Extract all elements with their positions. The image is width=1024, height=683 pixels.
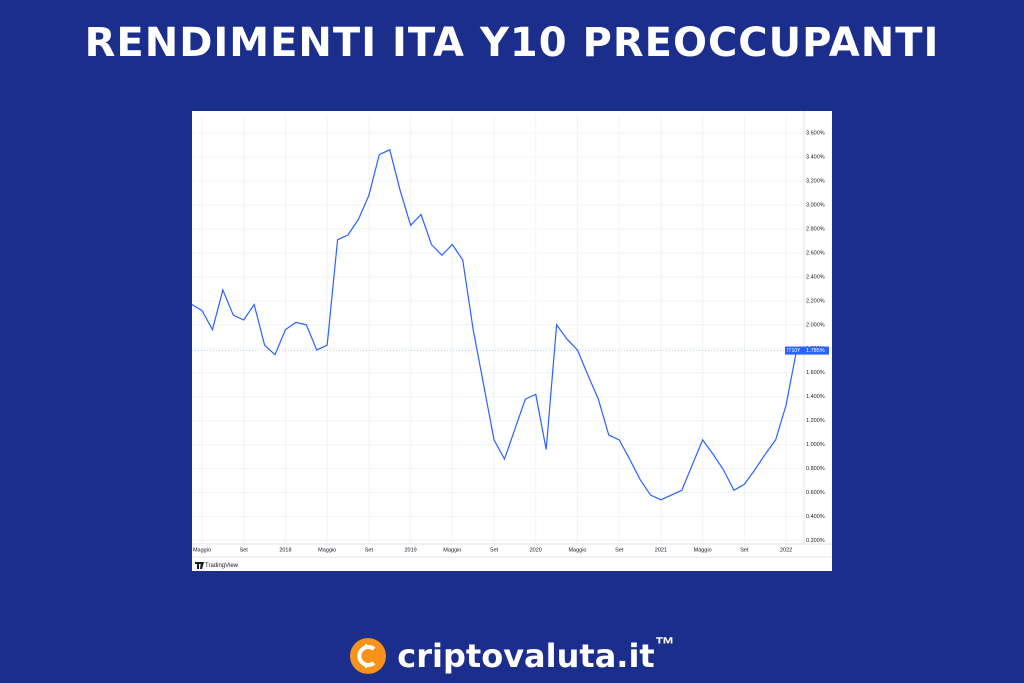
chart: 0.200% 0.400% 0.600% 0.800% 1.000% 1.200% 1.40… — [191, 111, 832, 569]
trademark: ™ — [654, 634, 675, 656]
y-tick-label: 1.400% — [806, 394, 825, 400]
y-tick-label: 2.000% — [806, 322, 825, 328]
x-tick-label: 2022 — [780, 547, 792, 553]
x-tick-label: Set — [240, 547, 249, 553]
y-tick-label: 0.600% — [806, 490, 825, 496]
x-tick-label: 2019 — [404, 547, 416, 553]
y-tick-label: 1.600% — [806, 370, 825, 376]
source: TradingView — [205, 563, 239, 569]
x-tick-label: Set — [490, 547, 499, 553]
y-tick-label: 2.200% — [806, 298, 825, 304]
data-line — [191, 148, 798, 501]
y-tick-label: 1.000% — [806, 442, 825, 448]
y-tick-label: 1.200% — [806, 418, 825, 424]
y-tick-label: 3.400% — [806, 154, 825, 160]
source-logo — [195, 562, 204, 569]
price-badge — [785, 346, 829, 355]
x-tick-label: Maggio — [443, 547, 461, 553]
y-tick-label: 0.200% — [806, 538, 825, 544]
y-tick-label: 2.600% — [806, 250, 825, 256]
x-tick-label: 2021 — [655, 547, 667, 553]
brand-name: criptovaluta.it — [397, 637, 655, 675]
x-tick-label: Set — [365, 547, 374, 553]
x-tick-label: Maggio — [694, 547, 712, 553]
page-title: RENDIMENTI ITA Y10 PREOCCUPANTI — [84, 20, 940, 66]
brand-logo — [350, 638, 387, 674]
y-tick-label: 2.400% — [806, 274, 825, 280]
y-tick-label: 3.200% — [806, 178, 825, 184]
y-tick-label: 3.600% — [806, 130, 825, 136]
price-badge-label: 1.785% — [806, 348, 825, 354]
y-tick-label: 2.800% — [806, 226, 825, 232]
footer: criptovaluta.it ™ — [0, 632, 1024, 680]
x-tick-label: Maggio — [318, 547, 336, 553]
y-tick-label: 3.000% — [806, 202, 825, 208]
price-badge-symbol: IT10Y — [787, 348, 801, 354]
x-tick-label: Set — [740, 547, 749, 553]
y-tick-label: 0.800% — [806, 466, 825, 472]
y-tick-label: 0.400% — [806, 514, 825, 520]
chart-panel: 0.200% 0.400% 0.600% 0.800% 1.000% 1.200% 1.40… — [191, 111, 832, 571]
x-tick-label: Maggio — [193, 547, 211, 553]
x-tick-label: 2020 — [530, 547, 542, 553]
x-tick-label: Maggio — [568, 547, 586, 553]
x-tick-label: Set — [615, 547, 624, 553]
x-tick-label: 2018 — [279, 547, 291, 553]
